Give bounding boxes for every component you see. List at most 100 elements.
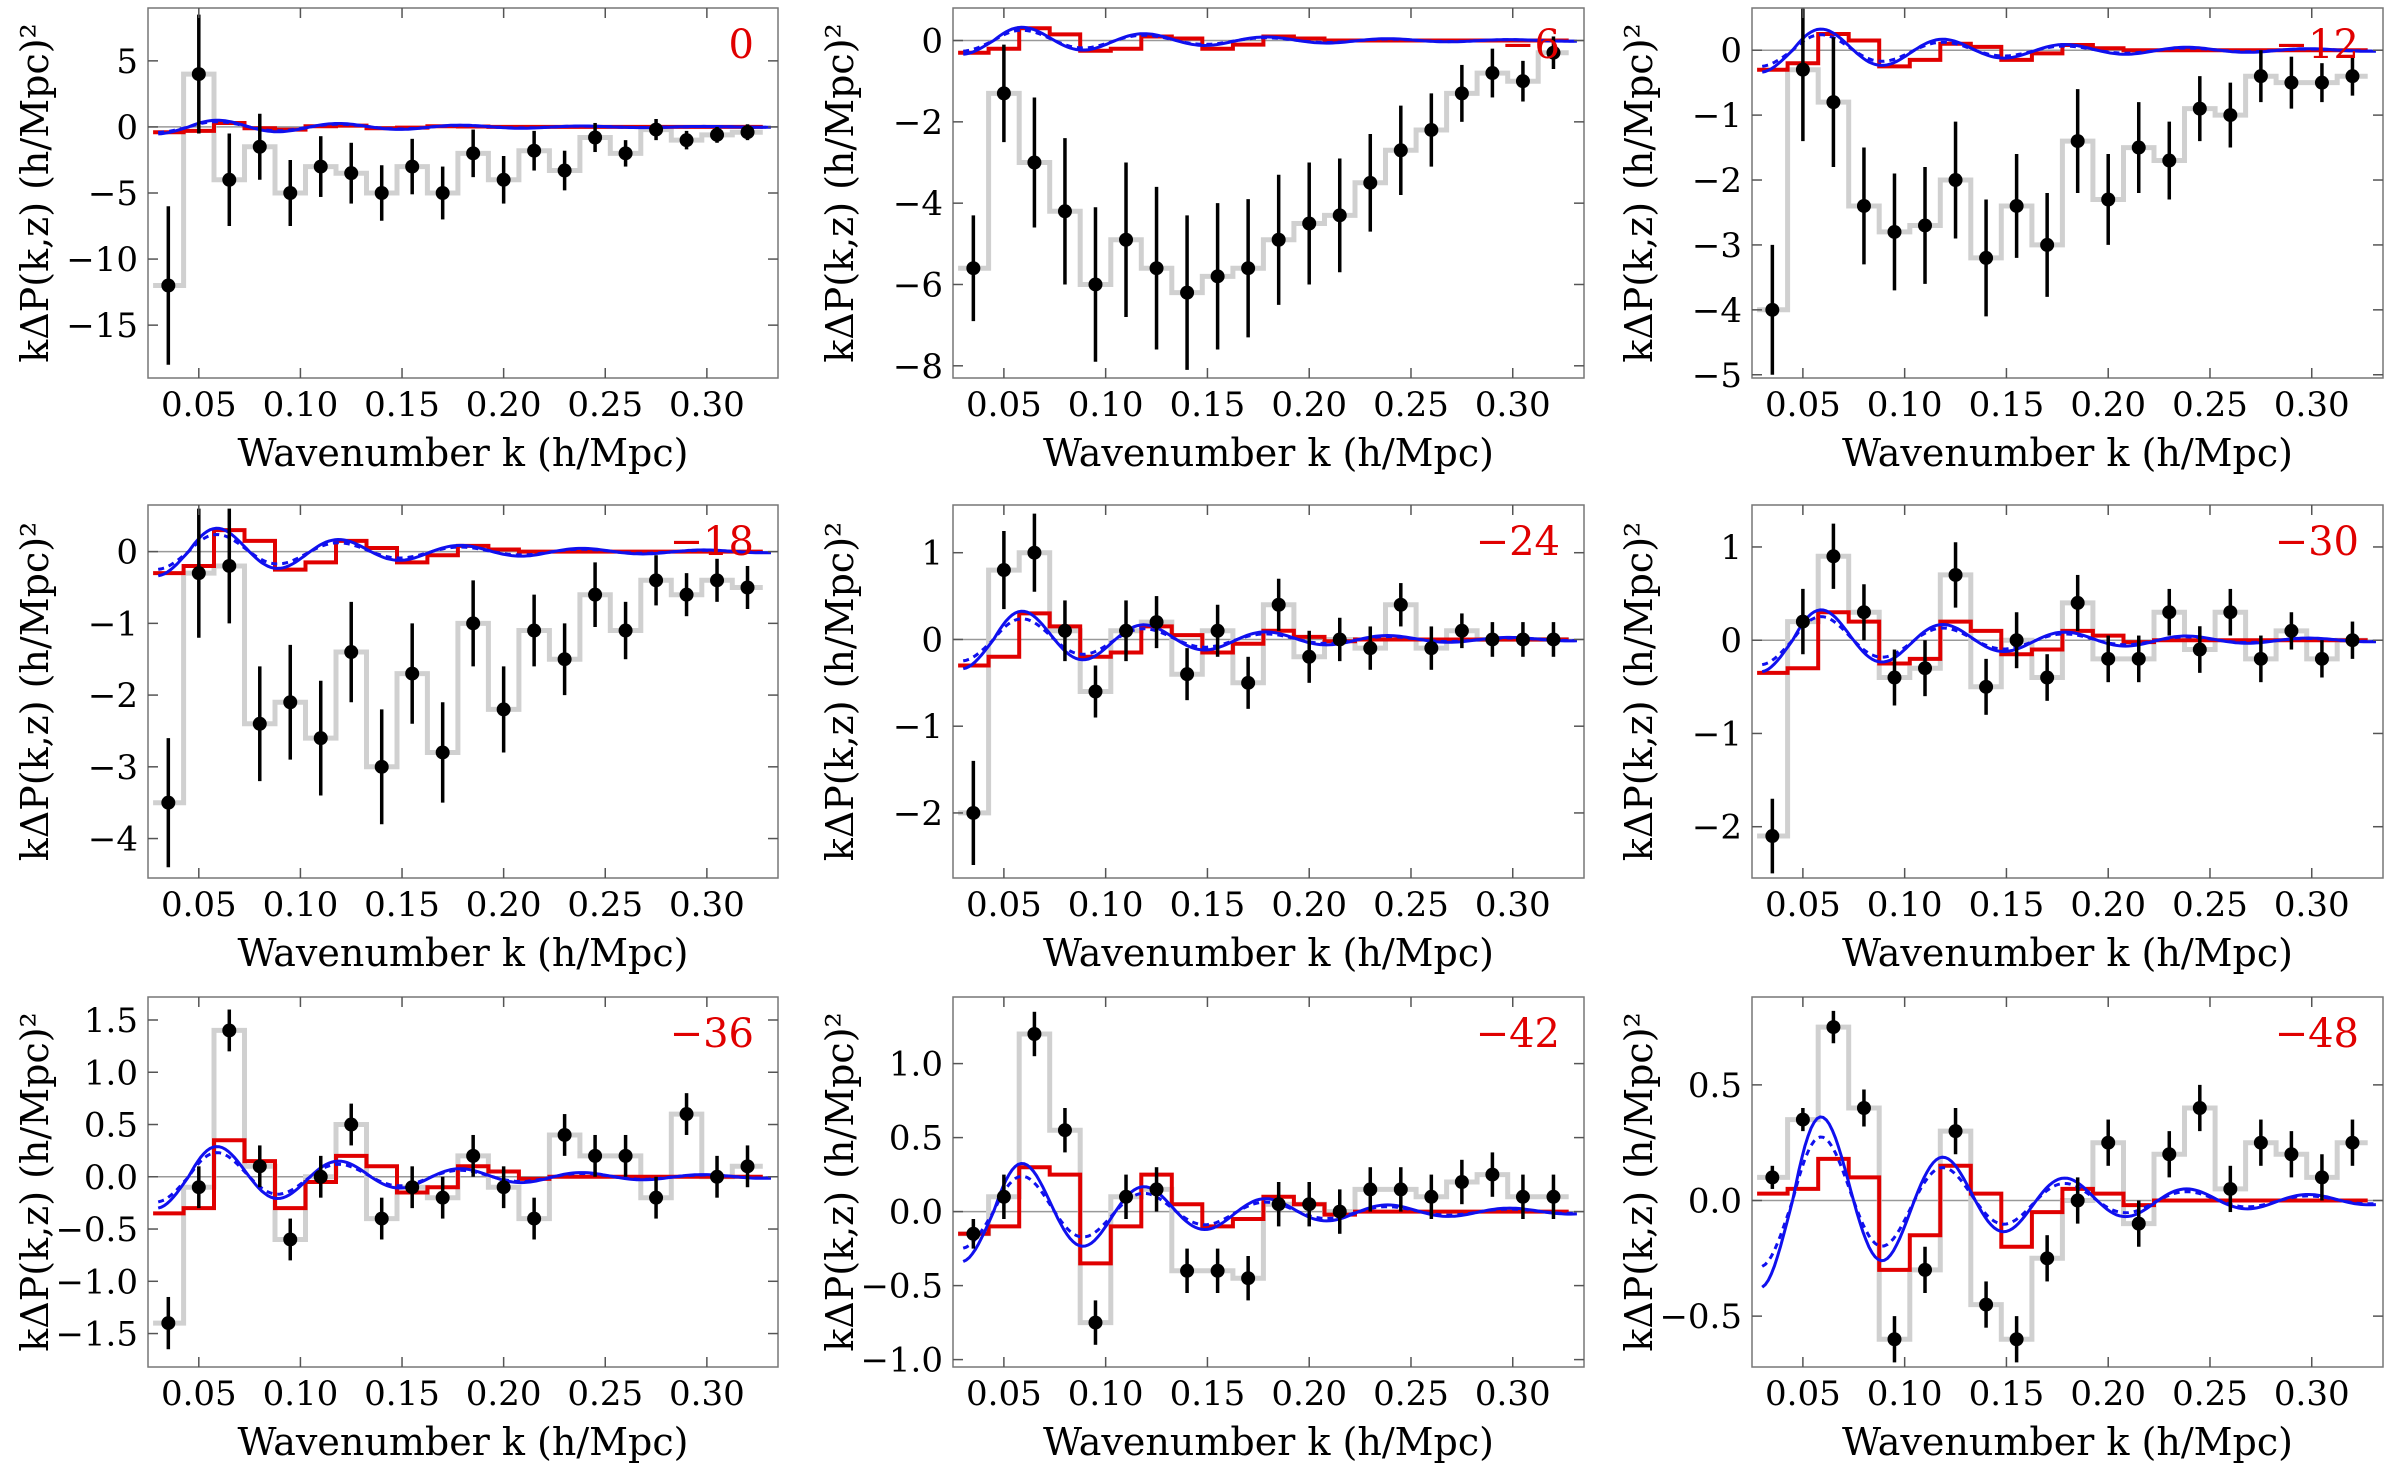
x-tick-label: 0.10 bbox=[1068, 1374, 1144, 1414]
data-point bbox=[1765, 1170, 1780, 1185]
y-tick-label: −4 bbox=[88, 820, 138, 860]
data-point bbox=[679, 1107, 694, 1122]
x-tick-label: 0.30 bbox=[669, 385, 745, 425]
dotted-model-line bbox=[962, 617, 1577, 663]
data-point bbox=[1424, 122, 1439, 137]
data-point bbox=[557, 652, 572, 667]
data-point bbox=[1119, 1189, 1134, 1204]
y-axis-label: kΔP(k,z) (h/Mpc)² bbox=[818, 522, 862, 862]
data-point bbox=[2314, 1170, 2329, 1185]
data-point bbox=[1948, 173, 1963, 188]
data-point bbox=[191, 566, 206, 581]
data-point bbox=[1826, 549, 1841, 564]
data-point bbox=[222, 558, 237, 573]
y-axis-label: kΔP(k,z) (h/Mpc)² bbox=[13, 1012, 57, 1352]
x-tick-label: 0.20 bbox=[466, 885, 542, 925]
y-tick-label: 0 bbox=[921, 22, 943, 62]
data-point bbox=[2131, 651, 2146, 666]
data-point bbox=[1979, 679, 1994, 694]
data-point bbox=[1180, 1263, 1195, 1278]
data-point bbox=[1088, 1315, 1103, 1330]
data-point bbox=[466, 616, 481, 631]
data-point bbox=[1546, 45, 1561, 60]
data-point bbox=[557, 163, 572, 178]
data-point bbox=[1765, 829, 1780, 844]
x-tick-label: 0.30 bbox=[1475, 885, 1551, 925]
y-axis-label: kΔP(k,z) (h/Mpc)² bbox=[818, 23, 862, 363]
x-axis-label: Wavenumber k (h/Mpc) bbox=[1842, 1420, 2293, 1464]
x-axis-label: Wavenumber k (h/Mpc) bbox=[1842, 431, 2293, 475]
data-point bbox=[405, 1180, 420, 1195]
data-point bbox=[2314, 651, 2329, 666]
x-axis-label: Wavenumber k (h/Mpc) bbox=[238, 431, 689, 475]
data-point bbox=[496, 172, 511, 187]
dotted-model-line bbox=[1761, 1135, 2376, 1268]
data-point bbox=[466, 1148, 481, 1163]
data-point bbox=[1918, 218, 1933, 233]
data-point bbox=[2070, 595, 2085, 610]
x-tick-label: 0.25 bbox=[567, 385, 643, 425]
x-tick-label: 0.20 bbox=[2070, 1374, 2146, 1414]
x-tick-label: 0.05 bbox=[1765, 385, 1841, 425]
y-tick-label: −3 bbox=[1692, 226, 1742, 266]
data-point bbox=[1057, 204, 1072, 219]
data-point bbox=[1088, 684, 1103, 699]
data-point bbox=[161, 1316, 176, 1331]
data-point bbox=[618, 1148, 633, 1163]
data-point bbox=[740, 580, 755, 595]
y-tick-label: −1 bbox=[1692, 96, 1742, 136]
smooth-model-line bbox=[1761, 27, 2376, 74]
panel-tag: −42 bbox=[1476, 1011, 1560, 1057]
x-tick-label: 0.10 bbox=[1867, 885, 1943, 925]
data-point bbox=[2131, 1216, 2146, 1231]
x-tick-label: 0.20 bbox=[466, 1374, 542, 1414]
data-point bbox=[1979, 1297, 1994, 1312]
x-tick-label: 0.15 bbox=[1170, 885, 1246, 925]
y-axis-label: kΔP(k,z) (h/Mpc)² bbox=[1617, 522, 1661, 862]
y-axis-label: kΔP(k,z) (h/Mpc)² bbox=[818, 1012, 862, 1352]
y-tick-label: −5 bbox=[1692, 356, 1742, 396]
data-point bbox=[1424, 641, 1439, 656]
data-point bbox=[283, 186, 298, 200]
x-tick-label: 0.20 bbox=[2070, 385, 2146, 425]
data-point bbox=[2101, 192, 2116, 207]
data-point bbox=[1485, 1167, 1500, 1182]
data-point bbox=[1546, 632, 1561, 647]
data-point bbox=[435, 186, 450, 200]
data-point bbox=[2284, 75, 2299, 90]
y-tick-label: −8 bbox=[893, 347, 943, 387]
data-step-line bbox=[1757, 553, 2368, 839]
x-tick-label: 0.10 bbox=[263, 885, 339, 925]
x-tick-label: 0.25 bbox=[1373, 1374, 1449, 1414]
data-point bbox=[1515, 632, 1530, 647]
data-point bbox=[740, 1159, 755, 1174]
data-point bbox=[1332, 208, 1347, 223]
dotted-model-line bbox=[157, 532, 771, 571]
data-point bbox=[618, 623, 633, 638]
x-tick-label: 0.05 bbox=[161, 385, 237, 425]
data-point bbox=[2070, 1193, 2085, 1208]
data-point bbox=[222, 172, 237, 187]
data-point bbox=[1271, 597, 1286, 612]
data-point bbox=[1826, 95, 1841, 110]
y-tick-label: −4 bbox=[893, 184, 943, 224]
x-tick-label: 0.05 bbox=[161, 1374, 237, 1414]
y-tick-label: 0.0 bbox=[84, 1158, 138, 1198]
data-point bbox=[649, 122, 664, 137]
x-tick-label: 0.25 bbox=[2172, 885, 2248, 925]
y-tick-label: 1 bbox=[921, 534, 943, 574]
data-point bbox=[1302, 649, 1317, 664]
data-point bbox=[1948, 567, 1963, 582]
data-point bbox=[527, 623, 542, 638]
y-tick-label: −2 bbox=[1692, 808, 1742, 848]
data-point bbox=[2284, 1147, 2299, 1162]
x-tick-label: 0.20 bbox=[1271, 885, 1347, 925]
data-point bbox=[2162, 1147, 2177, 1162]
data-point bbox=[405, 159, 420, 174]
y-tick-label: −2 bbox=[88, 676, 138, 716]
data-point bbox=[2040, 237, 2055, 252]
data-point bbox=[2345, 69, 2360, 84]
data-point bbox=[222, 1023, 237, 1038]
y-tick-label: 0.5 bbox=[84, 1106, 138, 1146]
y-tick-label: 0 bbox=[116, 108, 138, 148]
